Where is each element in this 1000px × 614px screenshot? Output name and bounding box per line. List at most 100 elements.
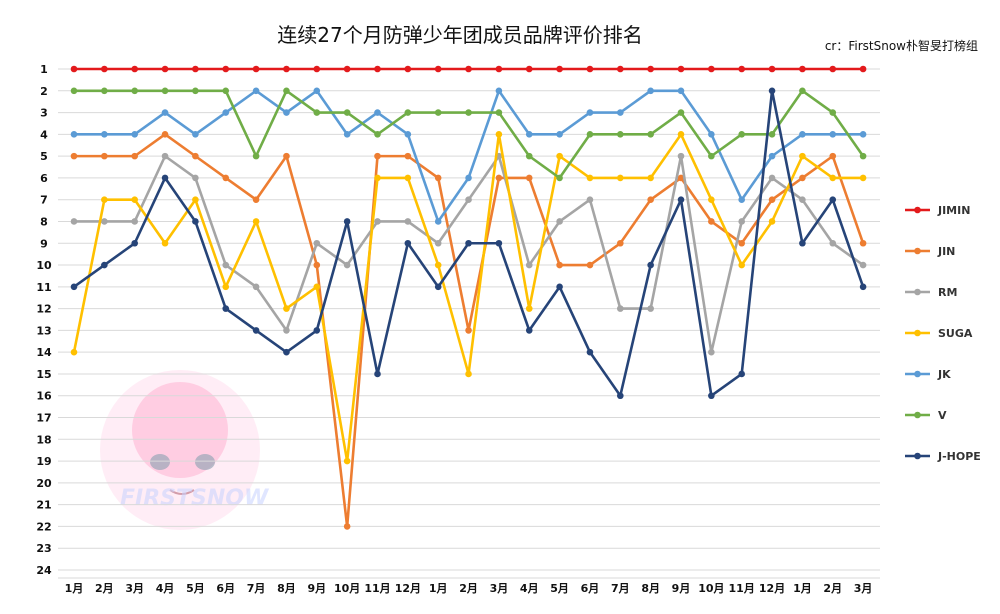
legend: JIMIN JIN RM SUGA JK V J-HOPE <box>905 204 981 463</box>
x-tick-label: 2月 <box>459 582 478 595</box>
data-point-suga <box>586 174 594 182</box>
data-point-rm <box>283 327 290 334</box>
data-point-suga <box>495 131 503 138</box>
data-point-jk <box>495 87 503 95</box>
data-point-rm <box>556 218 563 225</box>
data-point-suga <box>252 218 260 225</box>
data-point-jimin <box>101 65 108 73</box>
data-point-suga <box>829 174 837 182</box>
x-tick-label: 10月 <box>698 582 724 595</box>
data-point-jimin <box>434 65 442 73</box>
data-point-jk <box>677 87 685 95</box>
data-point-jk <box>374 109 381 116</box>
chart-title: 连续27个月防弹少年团成员品牌评价排名 <box>277 23 642 47</box>
data-point-jin <box>617 239 624 247</box>
data-point-j-hope <box>222 305 230 312</box>
data-point-suga <box>70 348 78 356</box>
data-point-jin <box>374 152 381 160</box>
y-tick-label: 12 <box>36 303 51 316</box>
legend-marker-jin <box>914 247 921 255</box>
x-tick-label: 3月 <box>125 582 144 595</box>
x-tick-label: 6月 <box>216 582 235 595</box>
legend-marker-jk <box>914 370 921 378</box>
data-point-jin <box>799 174 806 182</box>
data-point-v <box>829 109 837 116</box>
data-point-rm <box>374 218 381 225</box>
x-tick-label: 3月 <box>490 582 509 595</box>
data-point-suga <box>161 239 169 247</box>
data-point-j-hope <box>556 283 563 291</box>
data-point-rm <box>768 174 776 182</box>
data-point-jin <box>829 152 837 160</box>
data-point-j-hope <box>283 348 290 356</box>
y-tick-label: 17 <box>36 412 51 425</box>
data-point-j-hope <box>192 218 199 225</box>
data-point-jk <box>465 174 472 182</box>
data-point-v <box>708 152 715 160</box>
x-tick-label: 6月 <box>581 582 600 595</box>
data-point-rm <box>131 218 138 225</box>
data-point-jk <box>586 109 594 116</box>
data-point-jimin <box>525 65 533 73</box>
legend-marker-jimin <box>914 206 921 214</box>
data-point-jin <box>192 152 199 160</box>
data-point-rm <box>192 174 199 182</box>
data-point-v <box>859 152 867 160</box>
x-tick-label: 4月 <box>156 582 175 595</box>
x-tick-label: 1月 <box>429 582 448 595</box>
data-point-jin <box>404 152 412 160</box>
data-point-jimin <box>283 65 290 73</box>
y-tick-label: 6 <box>40 172 48 185</box>
x-tick-label: 5月 <box>550 582 569 595</box>
data-point-j-hope <box>434 283 442 291</box>
data-point-j-hope <box>647 261 654 269</box>
data-point-rm <box>859 261 867 269</box>
data-point-jk <box>161 109 169 116</box>
data-point-jk <box>738 196 745 203</box>
y-tick-label: 9 <box>40 237 48 250</box>
data-point-jin <box>222 174 230 182</box>
data-point-jimin <box>495 65 503 73</box>
data-point-j-hope <box>495 239 503 247</box>
data-point-jk <box>252 87 260 95</box>
data-point-jk <box>404 131 412 138</box>
y-tick-label: 18 <box>36 433 51 446</box>
data-point-j-hope <box>313 327 321 334</box>
legend-label-j-hope: J-HOPE <box>937 450 981 463</box>
data-point-rm <box>101 218 108 225</box>
data-point-v <box>525 152 533 160</box>
data-point-jk <box>859 131 867 138</box>
data-point-jimin <box>586 65 594 73</box>
x-tick-label: 3月 <box>854 582 873 595</box>
data-point-v <box>252 152 260 160</box>
data-point-jimin <box>768 65 776 73</box>
y-tick-label: 19 <box>36 455 51 468</box>
data-point-rm <box>404 218 412 225</box>
data-point-rm <box>829 239 837 247</box>
data-point-v <box>738 131 745 138</box>
series-layer <box>70 65 867 530</box>
data-point-v <box>374 131 381 138</box>
data-point-jk <box>283 109 290 116</box>
data-point-v <box>70 87 78 95</box>
data-point-jimin <box>647 65 654 73</box>
data-point-jk <box>434 218 442 225</box>
data-point-jk <box>70 131 78 138</box>
data-point-jin <box>859 239 867 247</box>
data-point-suga <box>556 152 563 160</box>
data-point-jk <box>799 131 806 138</box>
data-point-rm <box>677 152 685 160</box>
y-tick-label: 20 <box>36 477 52 490</box>
data-point-jimin <box>131 65 138 73</box>
x-tick-label: 11月 <box>364 582 390 595</box>
data-point-suga <box>374 174 381 182</box>
data-point-jimin <box>313 65 321 73</box>
y-tick-label: 13 <box>36 324 51 337</box>
data-point-rm <box>70 218 78 225</box>
data-point-jimin <box>556 65 563 73</box>
data-point-jk <box>192 131 199 138</box>
data-point-jin <box>283 152 290 160</box>
data-point-jimin <box>343 65 351 73</box>
data-point-rm <box>222 261 230 269</box>
